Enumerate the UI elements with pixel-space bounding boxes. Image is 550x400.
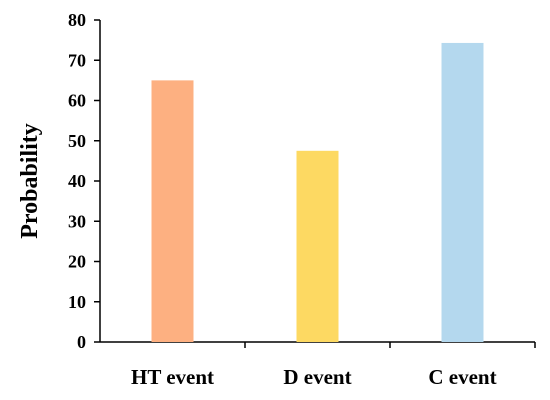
y-tick-label: 50 (68, 131, 86, 151)
y-tick-label: 30 (68, 211, 86, 231)
y-axis: 0 10 20 30 40 50 60 70 80 (68, 10, 101, 352)
y-tick-label: 60 (68, 91, 86, 111)
y-tick-label: 10 (68, 292, 86, 312)
x-axis: HT event D event C event (100, 341, 536, 389)
y-tick-label: 40 (68, 171, 86, 191)
bar-c-event (441, 42, 484, 342)
y-axis-title: Probability (17, 123, 43, 239)
x-category-label: C event (428, 365, 496, 389)
x-category-label: HT event (131, 365, 214, 389)
x-category-label: D event (283, 365, 351, 389)
bar-d-event (296, 150, 339, 342)
y-tick-label: 0 (77, 332, 86, 352)
y-tick-label: 80 (68, 10, 86, 30)
bars-group (151, 42, 484, 342)
y-tick-label: 70 (68, 50, 86, 70)
y-tick-label: 20 (68, 252, 86, 272)
bar-ht-event (151, 80, 194, 342)
